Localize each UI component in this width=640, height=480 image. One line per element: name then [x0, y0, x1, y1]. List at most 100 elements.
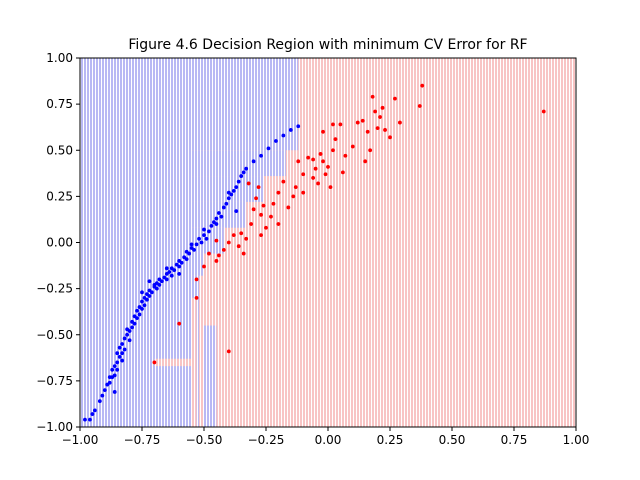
red-region-10: [154, 358, 192, 367]
blue-point-106: [234, 209, 239, 214]
blue-point-10: [112, 373, 117, 378]
blue-point-91: [288, 128, 293, 132]
x-tick-label: −0.75: [124, 433, 161, 447]
blue-point-80: [231, 188, 236, 193]
y-tick-label: 0.00: [46, 236, 73, 250]
blue-point-84: [241, 170, 246, 175]
blue-point-100: [164, 266, 169, 271]
red-point-0: [152, 360, 157, 365]
red-point-30: [306, 155, 311, 160]
red-point-50: [375, 126, 380, 131]
red-point-44: [355, 120, 360, 125]
blue-point-41: [150, 290, 154, 295]
red-point-2: [226, 349, 231, 354]
blue-point-16: [115, 351, 120, 356]
red-point-21: [269, 214, 273, 219]
blue-point-47: [159, 279, 164, 284]
red-point-4: [194, 277, 199, 282]
red-point-6: [207, 251, 211, 256]
red-point-59: [541, 109, 546, 114]
blue-point-52: [169, 273, 174, 278]
red-point-18: [259, 212, 263, 217]
blue-point-20: [122, 347, 127, 352]
y-tick-label: −1.00: [36, 420, 73, 434]
x-tick-label: 0.25: [377, 433, 404, 447]
blue-point-3: [92, 408, 97, 413]
blue-point-6: [102, 388, 107, 392]
red-point-71: [246, 181, 251, 186]
y-tick-label: 0.25: [46, 189, 73, 203]
red-point-38: [328, 185, 333, 190]
red-point-56: [398, 120, 402, 125]
red-point-8: [221, 247, 226, 252]
blue-point-62: [187, 251, 192, 256]
blue-point-60: [184, 257, 189, 262]
blue-point-88: [266, 146, 271, 151]
red-point-43: [350, 144, 355, 149]
blue-point-103: [202, 227, 206, 232]
red-point-64: [363, 159, 368, 164]
y-tick-label: −0.50: [36, 328, 73, 342]
blue-point-35: [142, 303, 147, 308]
blue-point-49: [164, 277, 169, 282]
red-point-61: [331, 122, 335, 127]
red-point-17: [256, 185, 261, 190]
blue-region-7: [191, 275, 200, 298]
red-point-69: [216, 253, 221, 258]
red-point-13: [244, 236, 249, 241]
red-point-53: [383, 128, 387, 132]
x-tick-label: 0.75: [501, 433, 528, 447]
blue-point-34: [140, 299, 144, 304]
red-point-28: [296, 159, 301, 164]
red-point-24: [281, 179, 286, 184]
blue-point-0: [83, 417, 87, 422]
blue-point-76: [221, 205, 226, 210]
blue-point-33: [140, 307, 144, 311]
red-point-39: [331, 148, 335, 153]
blue-point-2: [90, 412, 95, 416]
blue-point-27: [132, 321, 137, 326]
blue-point-23: [127, 338, 132, 343]
blue-point-8: [107, 380, 112, 385]
red-point-52: [380, 105, 385, 110]
red-point-37: [326, 164, 330, 169]
blue-point-99: [107, 375, 112, 380]
blue-region-0: [80, 58, 192, 427]
blue-point-69: [204, 236, 209, 241]
blue-point-101: [177, 271, 182, 276]
blue-point-67: [199, 240, 204, 245]
blue-point-54: [172, 268, 177, 273]
blue-point-96: [125, 327, 130, 332]
blue-point-92: [296, 124, 301, 129]
blue-point-90: [281, 133, 286, 138]
red-point-66: [276, 222, 281, 226]
y-tick-label: −0.25: [36, 282, 73, 296]
blue-point-45: [157, 283, 162, 287]
x-tick-label: −0.25: [248, 433, 285, 447]
blue-region-8: [196, 297, 200, 427]
blue-point-58: [179, 260, 184, 265]
blue-point-30: [135, 308, 139, 313]
red-point-65: [301, 190, 306, 195]
red-point-19: [261, 203, 266, 208]
red-point-63: [340, 170, 345, 175]
red-point-27: [293, 185, 298, 190]
red-point-10: [231, 233, 236, 238]
red-point-60: [321, 129, 325, 134]
red-point-54: [388, 135, 392, 140]
chart-title: Figure 4.6 Decision Region with minimum …: [128, 37, 527, 53]
blue-point-97: [120, 351, 125, 356]
red-point-42: [343, 153, 348, 158]
blue-point-14: [115, 360, 120, 365]
blue-point-86: [251, 159, 256, 164]
blue-point-93: [152, 283, 157, 287]
x-tick-label: 1.00: [563, 433, 590, 447]
blue-point-12: [112, 364, 117, 369]
blue-point-37: [145, 297, 149, 302]
x-tick-label: 0.00: [315, 433, 342, 447]
red-point-29: [301, 172, 306, 177]
red-point-48: [370, 94, 375, 99]
x-tick-label: 0.50: [439, 433, 466, 447]
blue-point-11: [110, 367, 115, 372]
